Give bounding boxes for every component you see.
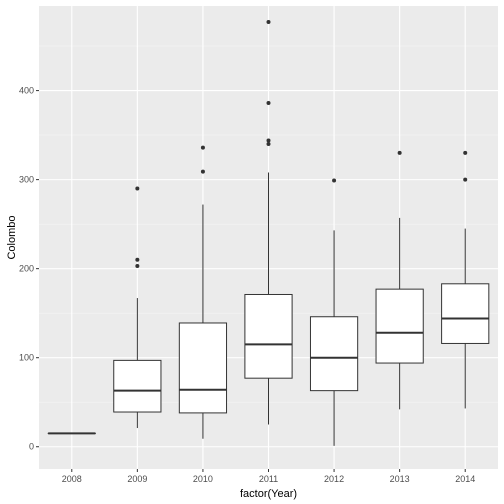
y-tick-label: 100 [19,353,34,363]
y-tick-label: 0 [29,442,34,452]
x-tick-label: 2008 [62,474,82,484]
box-iqr [178,322,228,414]
outlier-point [135,186,140,191]
outlier-point [200,145,205,150]
box-2009 [113,186,162,429]
outlier-point [397,150,402,155]
y-tick-label: 400 [19,86,34,96]
outlier-point [200,169,205,174]
x-tick-label: 2013 [390,474,410,484]
boxes-layer [47,20,490,446]
box-2013 [375,150,424,410]
outlier-point [266,101,271,106]
outlier-point [266,20,271,25]
y-tick-label: 200 [19,264,34,274]
outlier-point [135,263,140,268]
box-iqr [244,293,293,379]
box-iqr [441,283,490,344]
x-tick-label: 2012 [324,474,344,484]
box-2014 [441,150,490,409]
x-axis-title: factor(Year) [240,488,297,500]
box-2012 [309,178,359,446]
y-axis-ticks: 0 100 200 300 400 [19,86,39,452]
y-tick-label: 300 [19,175,34,185]
box-iqr [113,359,162,413]
box-2010 [178,145,228,439]
outlier-point [135,257,140,262]
x-tick-label: 2011 [259,474,278,484]
outlier-point [266,142,271,147]
outlier-point [463,150,468,155]
box-iqr [309,316,359,392]
outlier-point [332,178,337,183]
x-tick-label: 2014 [455,474,475,484]
x-axis-ticks: 2008 2009 2010 2011 2012 2013 2014 [62,469,475,484]
box-iqr [375,288,424,364]
y-axis-title: Colombo [6,215,18,259]
x-tick-label: 2009 [127,474,147,484]
x-tick-label: 2010 [193,474,213,484]
outlier-point [463,177,468,182]
outlier-point [266,138,271,143]
box-2011 [244,20,293,425]
